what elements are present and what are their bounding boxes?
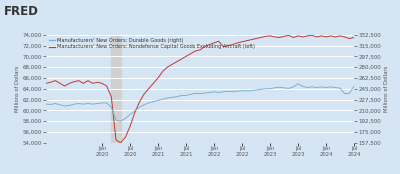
Text: FRED: FRED bbox=[4, 5, 39, 18]
Y-axis label: Millions of Dollars: Millions of Dollars bbox=[15, 66, 20, 112]
Y-axis label: Millions of Dollars: Millions of Dollars bbox=[384, 66, 389, 112]
Legend: Manufacturers' New Orders: Durable Goods (right), Manufacturers' New Orders: Non: Manufacturers' New Orders: Durable Goods… bbox=[48, 37, 255, 50]
Bar bbox=[111, 35, 121, 143]
